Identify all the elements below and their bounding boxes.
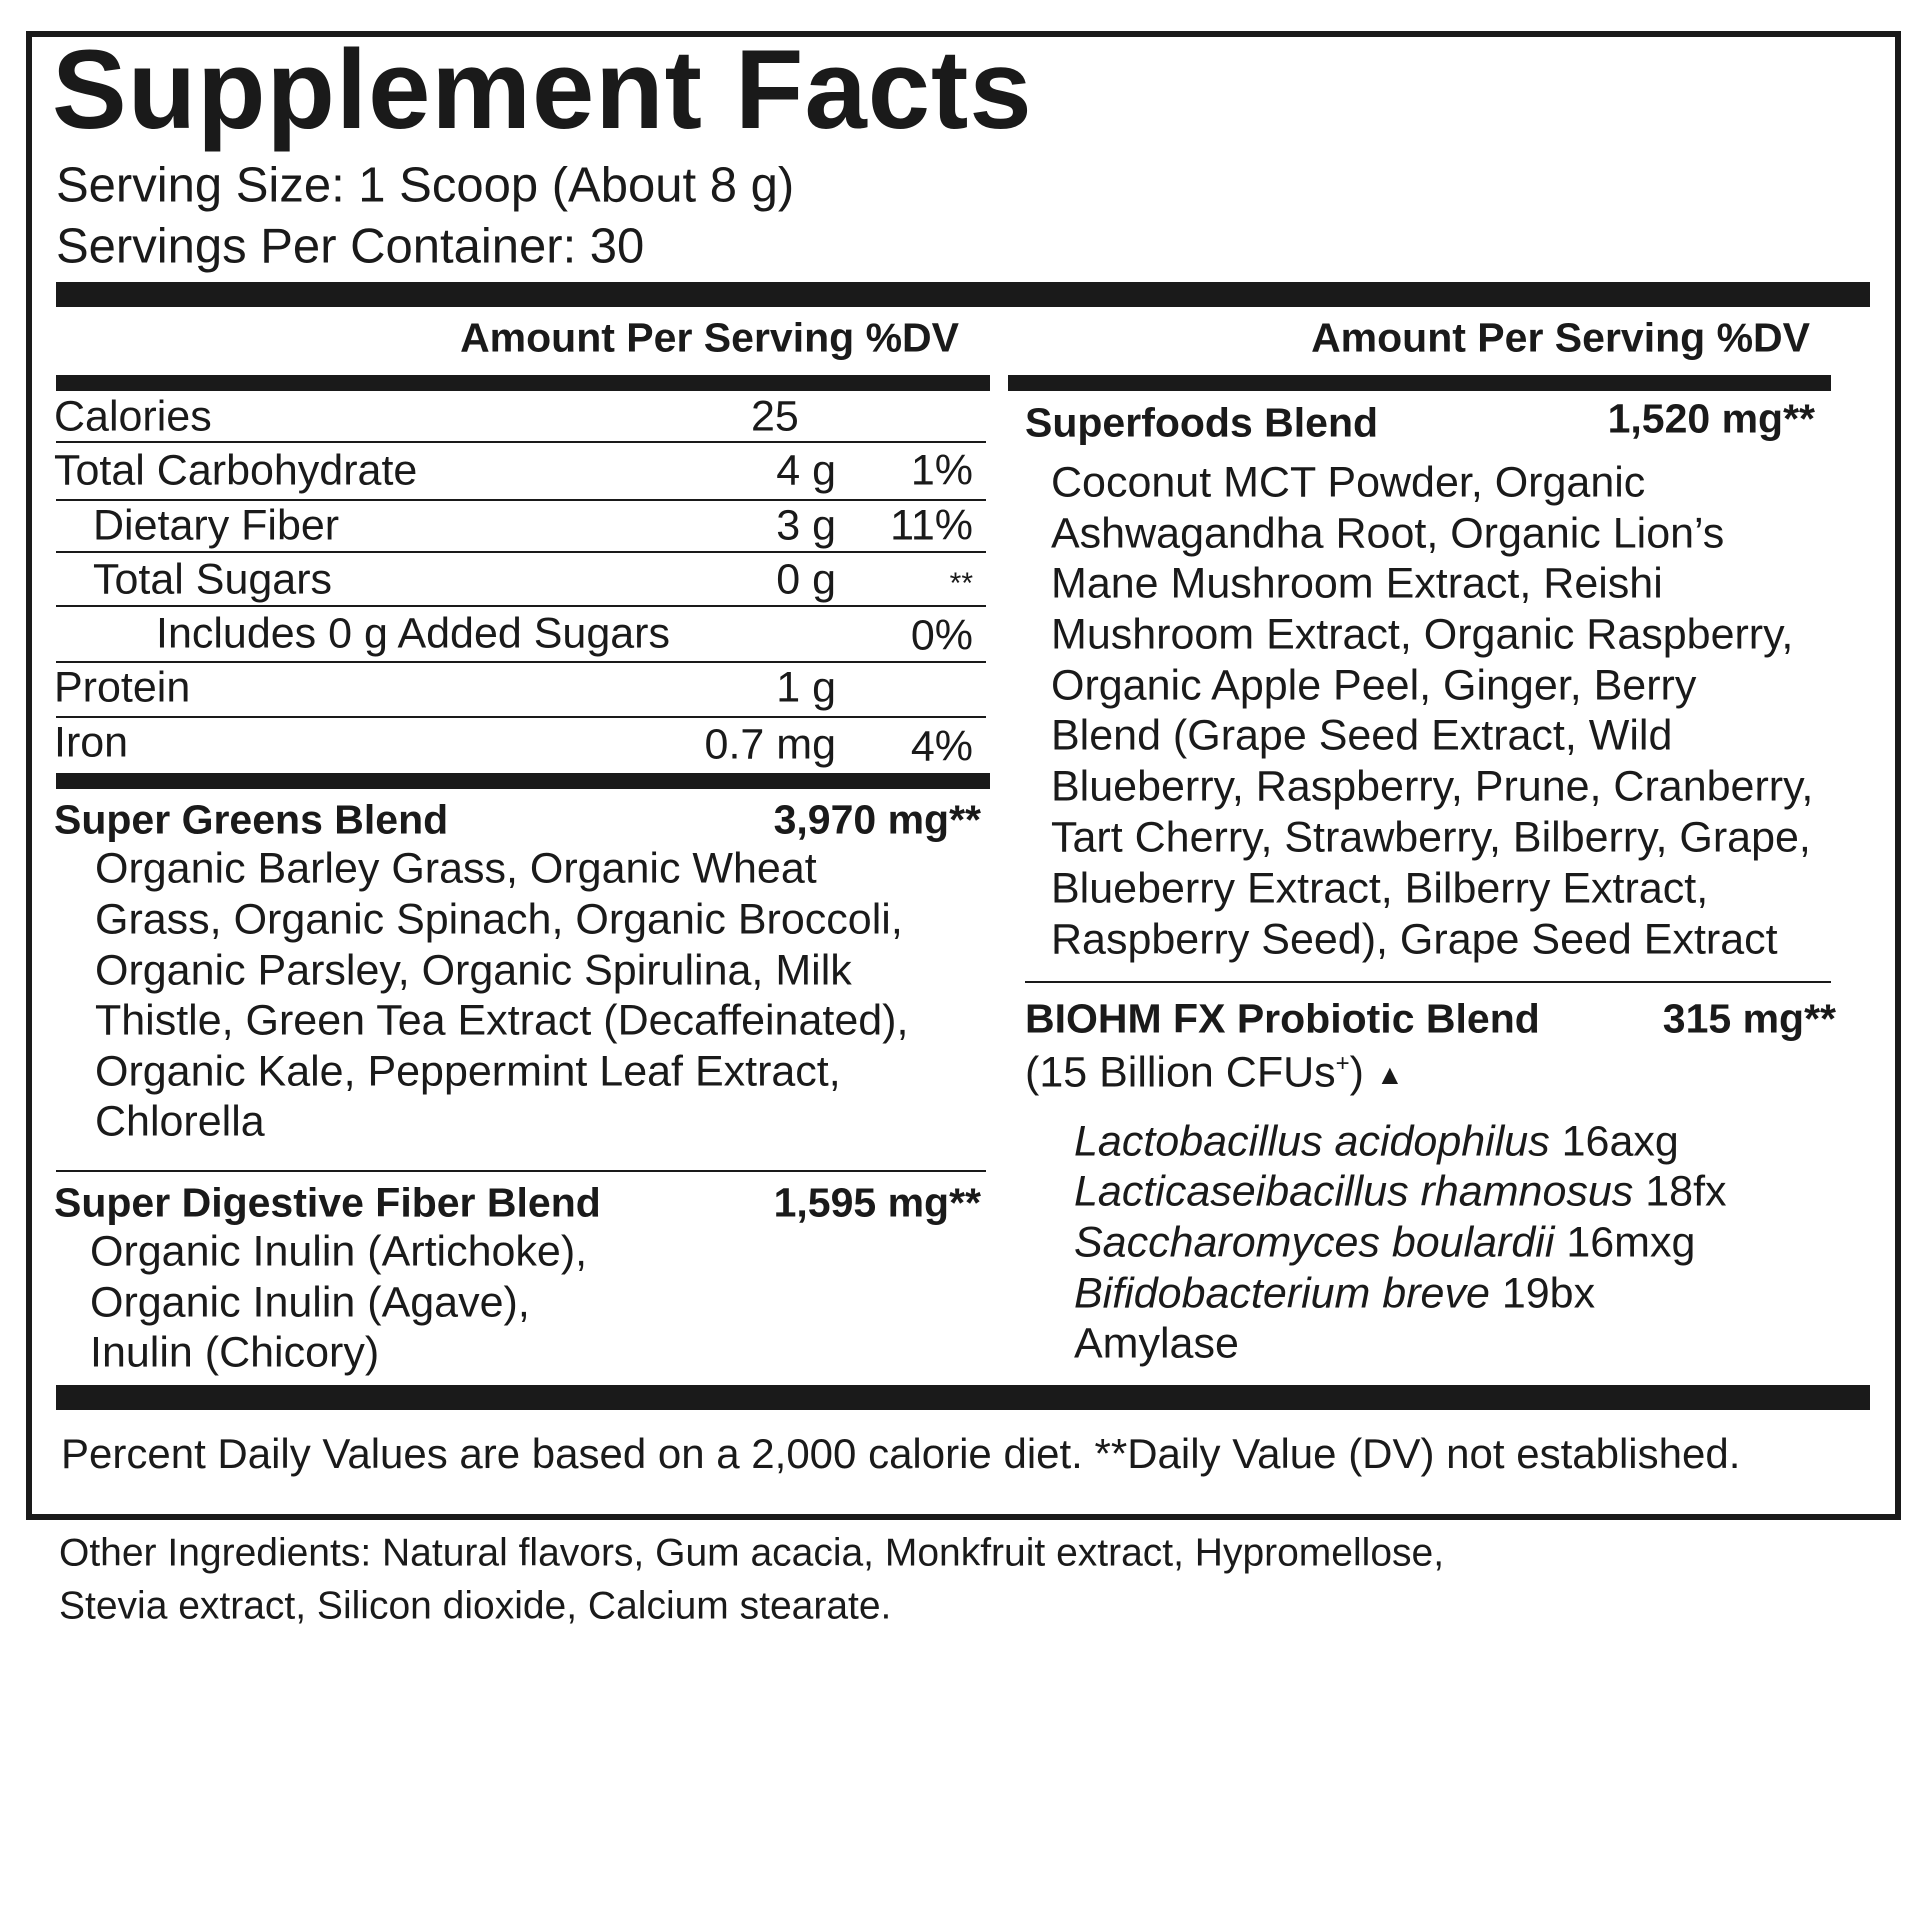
- strain-line: Amylase: [1074, 1319, 1239, 1368]
- ingredient-line: Organic Apple Peel, Ginger, Berry: [1051, 661, 1697, 710]
- strain-code: 16mxg: [1566, 1218, 1696, 1267]
- nutrient-dv: 1%: [910, 446, 973, 495]
- ingredient-line: Organic Kale, Peppermint Leaf Extract,: [95, 1047, 841, 1096]
- ingredient-line: Thistle, Green Tea Extract (Decaffeinate…: [95, 996, 909, 1045]
- left-header-divider: [56, 375, 990, 391]
- footnote: Percent Daily Values are based on a 2,00…: [61, 1430, 1741, 1477]
- blend-amount-probiotic: 315 mg**: [1662, 995, 1836, 1042]
- nutrient-amount: 4 g: [776, 446, 836, 495]
- strain-code: 16axg: [1561, 1117, 1679, 1166]
- strain-code: 18fx: [1645, 1167, 1727, 1216]
- cfu-close: ): [1349, 1048, 1364, 1097]
- blend-name-superfoods: Superfoods Blend: [1025, 399, 1379, 446]
- nutrient-name: Iron: [54, 718, 129, 767]
- cfu-text: (15 Billion CFUs: [1025, 1048, 1336, 1097]
- enzyme-name: Amylase: [1074, 1319, 1239, 1368]
- thick-divider: [56, 1385, 1870, 1410]
- nutrient-name: Total Carbohydrate: [54, 446, 418, 495]
- nutrient-amount: 0 g: [776, 555, 836, 604]
- ingredient-line: Organic Inulin (Artichoke),: [90, 1227, 588, 1276]
- ingredient-line: Mane Mushroom Extract, Reishi: [1051, 559, 1663, 608]
- ingredient-line: Ashwagandha Root, Organic Lion’s: [1051, 509, 1725, 558]
- ingredient-line: Organic Barley Grass, Organic Wheat: [95, 844, 817, 893]
- nutrient-amount: 3 g: [776, 501, 836, 550]
- row-divider: [56, 605, 986, 607]
- nutrient-name: Protein: [54, 663, 191, 712]
- strain-species: Bifidobacterium breve: [1074, 1269, 1490, 1318]
- strain-species: Saccharomyces boulardii: [1074, 1218, 1555, 1267]
- strain-code: 19bx: [1501, 1269, 1596, 1318]
- nutrient-amount: 25: [751, 392, 799, 441]
- serving-size: Serving Size: 1 Scoop (About 8 g): [56, 158, 795, 213]
- nutrient-name: Calories: [54, 392, 212, 441]
- cfu-superscript: +: [1335, 1050, 1350, 1078]
- blend-divider: [1025, 981, 1831, 983]
- blend-divider: [56, 1170, 986, 1172]
- ingredient-line: Tart Cherry, Strawberry, Bilberry, Grape…: [1051, 813, 1811, 862]
- ingredient-line: Coconut MCT Powder, Organic: [1051, 458, 1646, 507]
- ingredient-line: Inulin (Chicory): [90, 1328, 380, 1377]
- ingredient-line: Blend (Grape Seed Extract, Wild: [1051, 711, 1673, 760]
- strain-species: Lactobacillus acidophilus: [1074, 1117, 1550, 1166]
- strain-species: Lacticaseibacillus rhamnosus: [1074, 1167, 1634, 1216]
- blend-amount-super-greens: 3,970 mg**: [773, 796, 981, 843]
- ingredient-line: Raspberry Seed), Grape Seed Extract: [1051, 915, 1778, 964]
- right-header-divider: [1008, 375, 1831, 391]
- nutrient-name: Dietary Fiber: [93, 501, 340, 550]
- row-divider: [56, 551, 986, 553]
- ingredient-line: Blueberry, Raspberry, Prune, Cranberry,: [1051, 762, 1814, 811]
- row-divider: [56, 716, 986, 718]
- nutrient-dv: 0%: [910, 611, 973, 660]
- row-divider: [56, 661, 986, 663]
- row-divider: [56, 499, 986, 501]
- strain-line: Lactobacillus acidophilus 16axg: [1074, 1117, 1679, 1166]
- blend-amount-super-digestive: 1,595 mg**: [773, 1179, 981, 1226]
- left-column-header: Amount Per Serving %DV: [460, 314, 959, 361]
- nutrient-name: Total Sugars: [93, 555, 333, 604]
- ingredient-line: Mushroom Extract, Organic Raspberry,: [1051, 610, 1794, 659]
- nutrient-dv: 4%: [910, 722, 973, 771]
- blend-name-super-digestive: Super Digestive Fiber Blend: [54, 1179, 601, 1226]
- servings-per-container: Servings Per Container: 30: [56, 219, 645, 274]
- row-divider: [56, 441, 986, 443]
- nutrient-dv: 11%: [890, 501, 973, 550]
- ingredient-line: Organic Parsley, Organic Spirulina, Milk: [95, 946, 852, 995]
- thick-divider: [56, 773, 990, 789]
- right-column-header: Amount Per Serving %DV: [1311, 314, 1810, 361]
- nutrient-amount: 1 g: [776, 663, 836, 712]
- thick-divider: [56, 282, 1870, 307]
- nutrient-amount: 0.7 mg: [704, 720, 836, 769]
- ingredient-line: Grass, Organic Spinach, Organic Broccoli…: [95, 895, 903, 944]
- other-ingredients-line: Other Ingredients: Natural flavors, Gum …: [59, 1531, 1445, 1575]
- triangle-icon: ▲: [1375, 1059, 1404, 1091]
- nutrient-dv: **: [949, 567, 973, 600]
- strain-line: Lacticaseibacillus rhamnosus 18fx: [1074, 1167, 1727, 1216]
- blend-name-super-greens: Super Greens Blend: [54, 796, 449, 843]
- cfu-count: (15 Billion CFUs+) ▲: [1025, 1048, 1404, 1097]
- blend-name-probiotic: BIOHM FX Probiotic Blend: [1025, 995, 1540, 1042]
- nutrient-name: Includes 0 g Added Sugars: [156, 609, 670, 658]
- blend-amount-superfoods: 1,520 mg**: [1607, 395, 1815, 442]
- ingredient-line: Blueberry Extract, Bilberry Extract,: [1051, 864, 1709, 913]
- ingredient-line: Organic Inulin (Agave),: [90, 1278, 530, 1327]
- panel-title: Supplement Facts: [52, 27, 1033, 152]
- ingredient-line: Chlorella: [95, 1097, 265, 1146]
- other-ingredients-line: Stevia extract, Silicon dioxide, Calcium…: [59, 1584, 892, 1628]
- strain-line: Bifidobacterium breve 19bx: [1074, 1269, 1596, 1318]
- strain-line: Saccharomyces boulardii 16mxg: [1074, 1218, 1696, 1267]
- supplement-facts-panel: [26, 31, 1901, 1520]
